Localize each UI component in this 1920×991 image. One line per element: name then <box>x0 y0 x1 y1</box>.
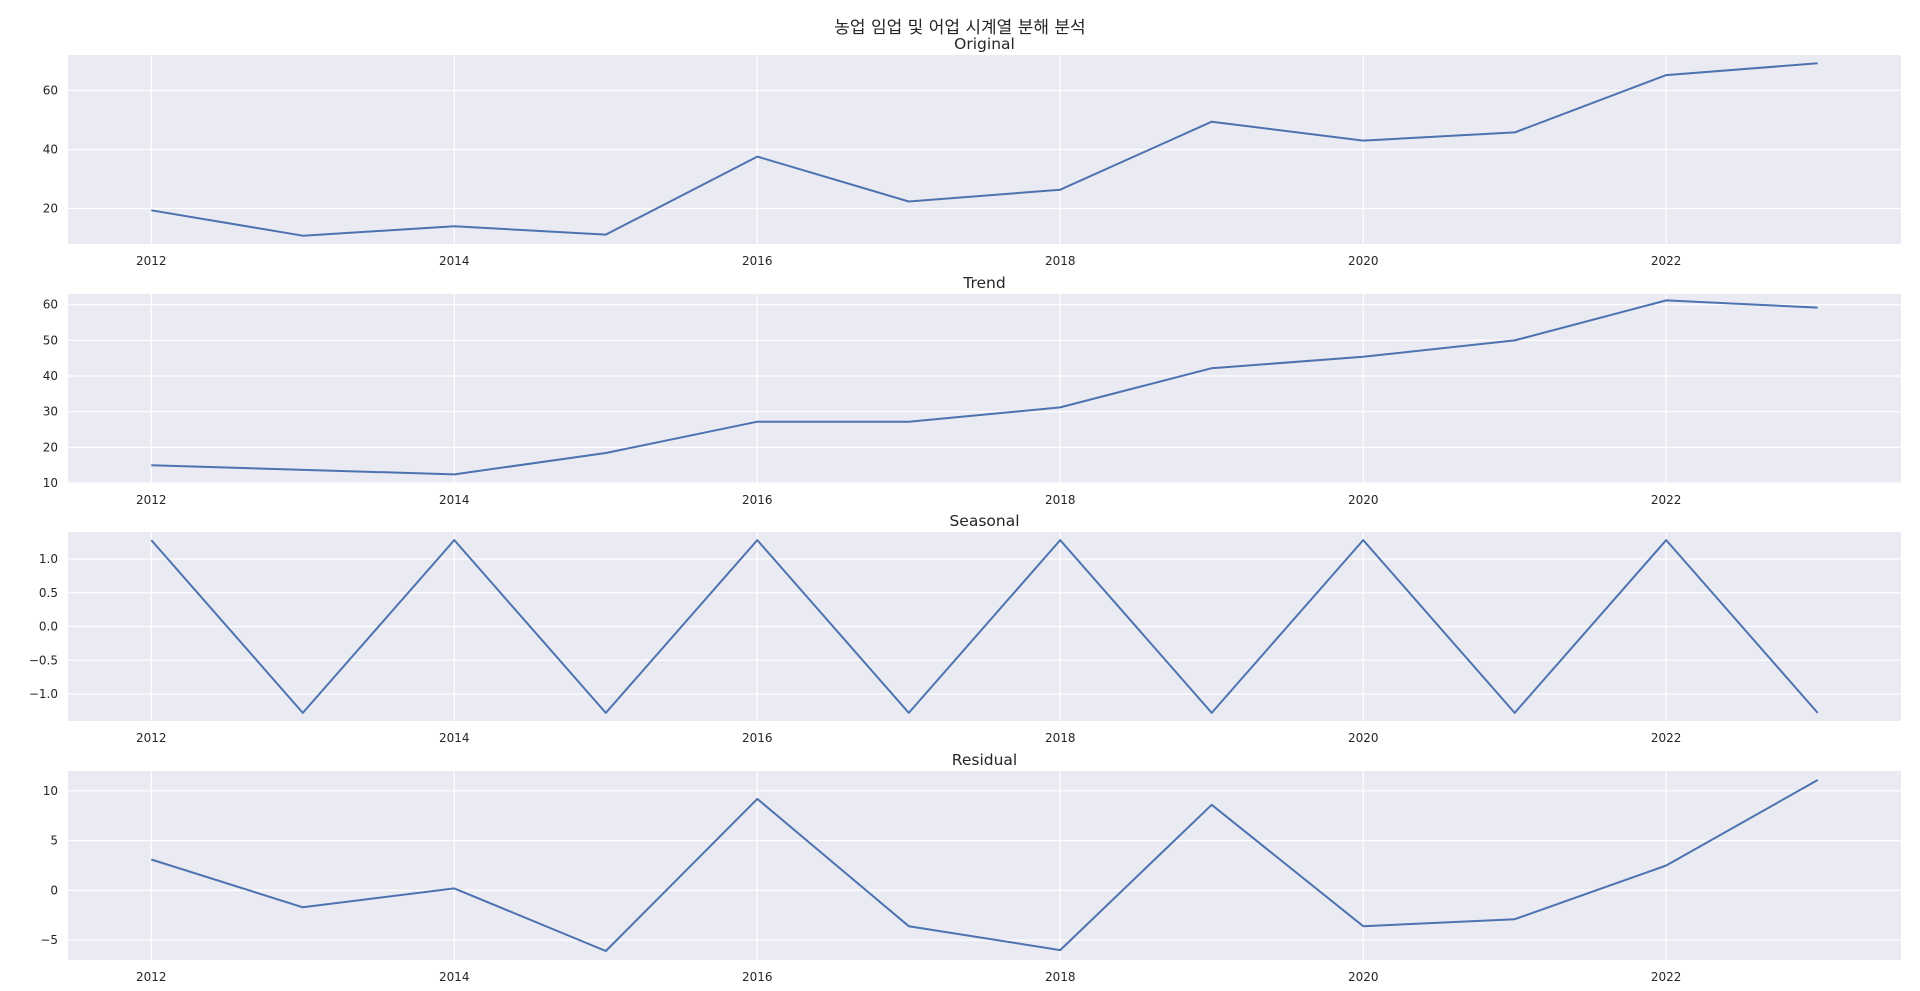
residual-series-line <box>150 779 1819 952</box>
seasonal-x-tick-label: 2012 <box>136 731 167 745</box>
original-series-line <box>151 62 1818 237</box>
seasonal-x-tick-label: 2022 <box>1651 731 1682 745</box>
original-y-tick-label: 60 <box>43 83 58 97</box>
residual-y-tick-label: −5 <box>40 933 58 947</box>
trend-y-tick-label: 40 <box>43 369 58 383</box>
seasonal-x-tick-label: 2014 <box>439 731 470 745</box>
trend-y-tick-label: 30 <box>43 405 58 419</box>
trend-x-tick-label: 2014 <box>439 493 470 507</box>
seasonal-x-tick-label: 2020 <box>1348 731 1379 745</box>
trend-y-tick-label: 10 <box>43 476 58 490</box>
trend-x-tick-label: 2022 <box>1651 493 1682 507</box>
original-x-tick-label: 2018 <box>1045 254 1076 268</box>
trend-title: Trend <box>962 274 1005 292</box>
seasonal-y-tick-label: 1.0 <box>39 552 58 566</box>
original-x-tick-label: 2012 <box>136 254 167 268</box>
seasonal-x-tick-label: 2018 <box>1045 731 1076 745</box>
trend-x-tick-label: 2020 <box>1348 493 1379 507</box>
residual-x-tick-label: 2014 <box>439 970 470 984</box>
trend-y-tick-label: 60 <box>43 298 58 312</box>
trend-series-line <box>151 299 1818 476</box>
residual-x-tick-label: 2012 <box>136 970 167 984</box>
residual-plot-area <box>68 771 1901 960</box>
residual-y-tick-label: 5 <box>50 834 58 848</box>
trend-x-tick-label: 2012 <box>136 493 167 507</box>
trend-y-tick-label: 20 <box>43 440 58 454</box>
trend-x-tick-label: 2016 <box>742 493 773 507</box>
trend-y-tick-label: 50 <box>43 333 58 347</box>
original-x-tick-label: 2022 <box>1651 254 1682 268</box>
original-title: Original <box>954 35 1015 53</box>
residual-x-tick-label: 2016 <box>742 970 773 984</box>
residual-title: Residual <box>952 751 1017 769</box>
trend-plot-area <box>68 294 1901 483</box>
original-x-tick-label: 2016 <box>742 254 773 268</box>
residual-x-tick-label: 2022 <box>1651 970 1682 984</box>
residual-x-tick-label: 2018 <box>1045 970 1076 984</box>
seasonal-x-tick-label: 2016 <box>742 731 773 745</box>
original-y-tick-label: 40 <box>43 143 58 157</box>
original-y-tick-label: 20 <box>43 202 58 216</box>
residual-panel: Residual 2012 2014 2016 2018 2020 2022 10 5 0 −5 <box>40 751 1901 984</box>
seasonal-y-tick-label: 0.5 <box>39 586 58 600</box>
seasonal-panel: Seasonal 2012 2014 2016 2018 2020 2022 1.0 0.5 0.… <box>29 512 1901 745</box>
seasonal-series-line <box>150 539 1819 714</box>
residual-y-tick-label: 0 <box>50 883 58 897</box>
seasonal-y-tick-label: −0.5 <box>29 653 58 667</box>
original-x-tick-label: 2014 <box>439 254 470 268</box>
residual-y-tick-label: 10 <box>43 784 58 798</box>
trend-panel: Trend 2012 2014 2016 2018 2020 2022 10 20 30 40 50 6… <box>43 274 1901 507</box>
original-panel: Original 2012 2014 2016 2018 2020 2022 20 40 60 <box>43 35 1901 268</box>
seasonal-y-tick-label: −1.0 <box>29 687 58 701</box>
original-x-tick-label: 2020 <box>1348 254 1379 268</box>
trend-x-tick-label: 2018 <box>1045 493 1076 507</box>
figure-title: 농업 임업 및 어업 시계열 분해 분석 <box>834 18 1085 38</box>
seasonal-title: Seasonal <box>949 512 1019 530</box>
seasonal-y-tick-label: 0.0 <box>39 620 58 634</box>
residual-x-tick-label: 2020 <box>1348 970 1379 984</box>
